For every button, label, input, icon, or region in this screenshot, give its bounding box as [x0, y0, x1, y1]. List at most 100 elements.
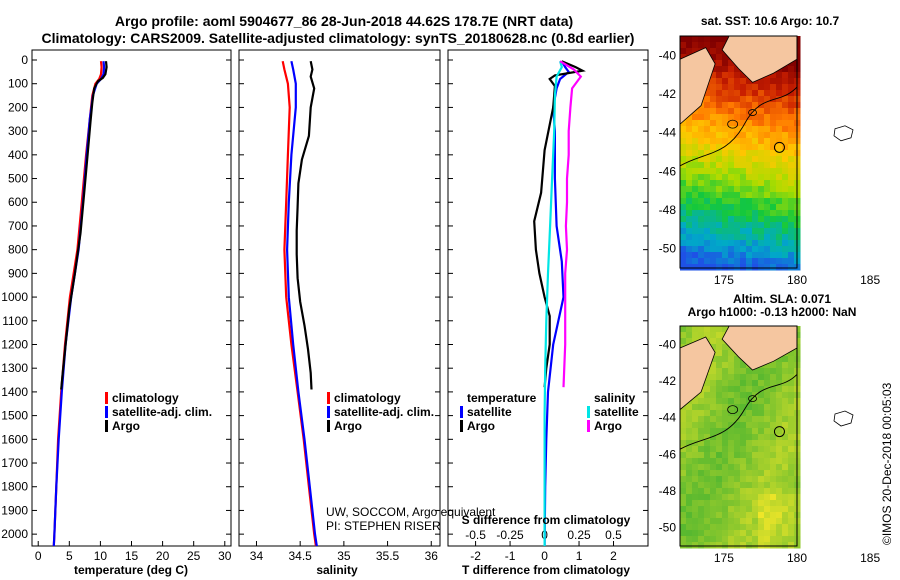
- map-cell: [704, 168, 711, 175]
- series-argo: [60, 61, 108, 390]
- map-cell: [752, 494, 759, 501]
- map-cell: [770, 156, 777, 163]
- map-cell: [740, 174, 747, 181]
- map-cell: [716, 246, 723, 253]
- map-cell: [728, 210, 735, 217]
- map-cell: [758, 102, 765, 109]
- map-cell: [758, 422, 765, 429]
- map-cell: [758, 542, 765, 549]
- map-cell: [734, 162, 741, 169]
- map-cell: [758, 120, 765, 127]
- xtick-label: 35.5: [376, 549, 400, 563]
- map-cell: [776, 240, 783, 247]
- map-cell: [776, 96, 783, 103]
- map-cell: [680, 138, 687, 145]
- map-cell: [746, 464, 753, 471]
- map-cell: [758, 536, 765, 543]
- legend-label-t-argo: Argo: [467, 419, 495, 433]
- map-cell: [728, 180, 735, 187]
- map-cell: [686, 132, 693, 139]
- map-cell: [788, 90, 795, 97]
- map-ytick-label: -46: [659, 447, 677, 461]
- map-cell: [680, 476, 687, 483]
- map-cell: [734, 126, 741, 133]
- map-cell: [740, 126, 747, 133]
- map-cell: [728, 126, 735, 133]
- map-cell: [710, 440, 717, 447]
- map-cell: [728, 416, 735, 423]
- map-xtick-label: 185: [860, 551, 880, 565]
- map-cell: [728, 60, 735, 67]
- map-cell: [716, 482, 723, 489]
- map-cell: [686, 138, 693, 145]
- map-cell: [746, 132, 753, 139]
- map-cell: [752, 410, 759, 417]
- map-cell: [710, 102, 717, 109]
- map-cell: [740, 488, 747, 495]
- map-cell: [746, 174, 753, 181]
- map-cell: [758, 392, 765, 399]
- map-cell: [728, 500, 735, 507]
- map-cell: [704, 126, 711, 133]
- map-cell: [722, 72, 729, 79]
- map-cell: [722, 138, 729, 145]
- map-cell: [752, 422, 759, 429]
- xtick-label: 30: [218, 549, 232, 563]
- map-cell: [728, 350, 735, 357]
- map-cell: [728, 216, 735, 223]
- map-cell: [692, 446, 699, 453]
- map-cell: [764, 102, 771, 109]
- map-cell: [764, 246, 771, 253]
- map-cell: [746, 476, 753, 483]
- map-cell: [764, 192, 771, 199]
- map-cell: [782, 198, 789, 205]
- map-cell: [776, 102, 783, 109]
- map-cell: [704, 96, 711, 103]
- map-cell: [686, 500, 693, 507]
- map-cell: [722, 362, 729, 369]
- map-cell: [770, 488, 777, 495]
- map-cell: [722, 234, 729, 241]
- map-cell: [776, 114, 783, 121]
- map-cell: [686, 506, 693, 513]
- map-cell: [740, 234, 747, 241]
- map-cell: [776, 428, 783, 435]
- map-cell: [770, 84, 777, 91]
- difference-plot: -2 -1 0 1 2-0.5 -0.25 0 0.25 0.5: [448, 59, 648, 563]
- map-cell: [704, 482, 711, 489]
- map-cell: [752, 506, 759, 513]
- map-cell: [770, 512, 777, 519]
- map-cell: [788, 470, 795, 477]
- map-cell: [710, 404, 717, 411]
- map-cell: [758, 494, 765, 501]
- map-ytick-label: -40: [659, 337, 677, 351]
- map-cell: [710, 464, 717, 471]
- map-cell: [716, 374, 723, 381]
- map-cell: [782, 506, 789, 513]
- map-cell: [710, 386, 717, 393]
- map-cell: [698, 126, 705, 133]
- map-cell: [782, 66, 789, 73]
- map-cell: [752, 500, 759, 507]
- map-cell: [782, 150, 789, 157]
- map-cell: [746, 530, 753, 537]
- map-cell: [716, 488, 723, 495]
- map-cell: [704, 180, 711, 187]
- map-cell: [680, 446, 687, 453]
- map-cell: [728, 90, 735, 97]
- map-cell: [764, 440, 771, 447]
- map-cell: [692, 410, 699, 417]
- map-cell: [746, 380, 753, 387]
- map-cell: [740, 120, 747, 127]
- map-cell: [728, 108, 735, 115]
- map-cell: [788, 144, 795, 151]
- map-cell: [788, 174, 795, 181]
- map-cell: [698, 434, 705, 441]
- ytick-label: 400: [8, 148, 28, 162]
- map-cell: [716, 398, 723, 405]
- map-cell: [740, 228, 747, 235]
- map-cell: [788, 404, 795, 411]
- map-cell: [710, 258, 717, 265]
- map-cell: [776, 228, 783, 235]
- map-cell: [746, 542, 753, 549]
